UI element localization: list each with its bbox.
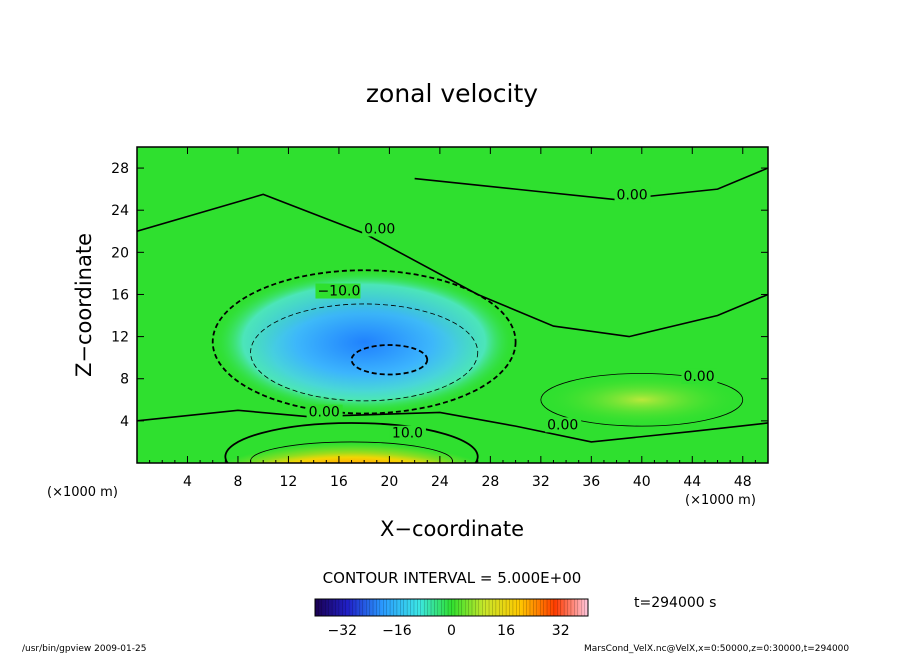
contour-min-0 [350, 344, 429, 376]
x-tick-label-2: 12 [280, 474, 298, 490]
contour-jet-5 [540, 373, 744, 427]
colorbar-ticks: −32 −16 0 16 32 [328, 623, 570, 639]
y-axis-ticks: 4 8 12 16 20 24 28 [111, 161, 768, 430]
contour-zero-line [137, 193, 768, 338]
contour-label-3: 0.00 [309, 405, 340, 421]
x-tick-label-4: 20 [380, 474, 398, 490]
contour-label-bg-6 [681, 368, 718, 384]
x-tick-label-7: 32 [532, 474, 550, 490]
contour-zero-lower [137, 409, 768, 443]
x-tick-label-1: 8 [233, 474, 242, 490]
y-tick-label-0: 4 [120, 414, 129, 430]
colorbar: −32 −16 0 16 32 [314, 598, 589, 639]
y-tick-label-5: 24 [111, 203, 129, 219]
x-tick-label-11: 48 [734, 474, 752, 490]
colorbar-tick-label-4: 32 [552, 623, 570, 639]
x-axis-ticks: 4 8 12 16 20 24 28 32 36 40 44 48 [149, 147, 756, 490]
y-tick-label-3: 16 [111, 287, 129, 303]
colorbar-tick-label-1: −16 [382, 623, 412, 639]
contour-label-bg-2 [315, 283, 361, 299]
contour-label-0: 0.00 [617, 188, 648, 204]
x-unit-right: (×1000 m) [685, 493, 756, 508]
y-tick-label-6: 28 [111, 161, 129, 177]
footer-left: /usr/bin/gpview 2009-01-25 [22, 644, 146, 654]
contour-jet-4 [224, 422, 479, 463]
colorbar-tick-label-2: 0 [447, 623, 456, 639]
field-trough-2 [212, 270, 516, 414]
colorbar-frame [314, 598, 589, 617]
x-tick-label-0: 4 [183, 474, 192, 490]
x-axis-label: X−coordinate [380, 517, 524, 541]
colorbar-tick-label-0: −32 [328, 623, 358, 639]
x-tick-label-3: 16 [330, 474, 348, 490]
x-tick-label-8: 36 [582, 474, 600, 490]
colorbar-stripes [318, 599, 585, 616]
contour-trough-1 [250, 303, 479, 402]
time-label: t=294000 s [634, 595, 716, 611]
footer-right: MarsCond_VelX.nc@VelX,x=0:50000,z=0:3000… [584, 644, 849, 654]
y-tick-label-2: 12 [111, 330, 129, 346]
contour-lines [137, 167, 768, 463]
contour-label-2: −10.0 [317, 284, 360, 300]
contour-label-bg-3 [306, 404, 343, 420]
y-axis-label: Z−coordinate [72, 233, 96, 377]
colorbar-tick-label-3: 16 [497, 623, 515, 639]
y-tick-label-4: 20 [111, 245, 129, 261]
contour-label-bg-4 [389, 425, 426, 441]
contour-interval: CONTOUR INTERVAL = 5.000E+00 [323, 569, 582, 587]
contour-labels: 0.00 0.00 −10.0 0.00 10.0 0.00 0.00 [306, 187, 718, 442]
field-shading [212, 270, 743, 463]
contour-label-6: 0.00 [683, 369, 714, 385]
contour-label-4: 10.0 [392, 426, 423, 442]
x-unit-left: (×1000 m) [47, 485, 118, 500]
contour-label-1: 0.00 [364, 221, 395, 237]
chart-title: zonal velocity [366, 79, 538, 108]
contour-trough-2 [211, 269, 517, 415]
x-tick-label-10: 44 [683, 474, 701, 490]
x-tick-label-6: 28 [481, 474, 499, 490]
contour-label-bg-1 [362, 221, 399, 237]
contour-label-bg-5 [545, 417, 582, 433]
contour-label-5: 0.00 [547, 417, 578, 433]
y-tick-label-1: 8 [120, 372, 129, 388]
x-tick-label-9: 40 [633, 474, 651, 490]
contour-label-bg-0 [614, 187, 651, 203]
field-jet-5 [540, 373, 743, 427]
x-tick-label-5: 24 [431, 474, 449, 490]
